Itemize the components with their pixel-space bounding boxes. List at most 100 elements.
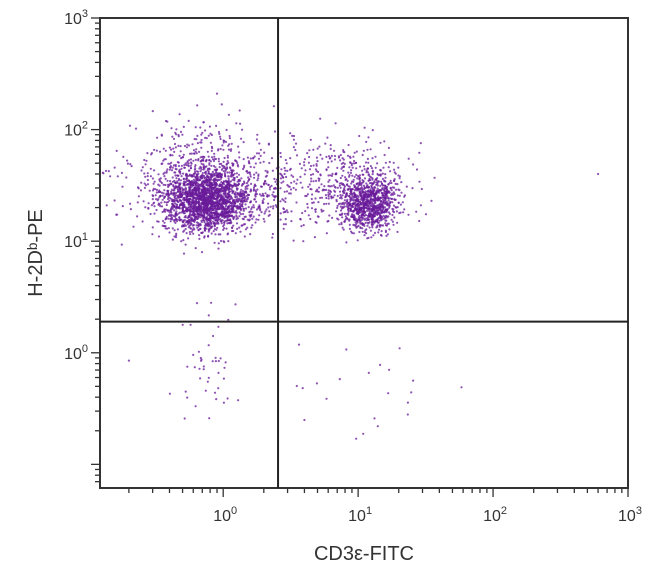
data-point <box>162 192 165 195</box>
data-point <box>195 148 198 151</box>
data-point <box>381 177 384 180</box>
data-point <box>282 223 285 226</box>
data-point <box>309 164 313 168</box>
data-point <box>353 189 356 192</box>
data-point <box>381 209 384 212</box>
data-point <box>349 171 352 174</box>
data-point <box>225 185 228 188</box>
data-point <box>433 176 436 179</box>
data-point <box>335 173 338 176</box>
data-point <box>246 198 249 201</box>
data-point <box>167 162 170 165</box>
data-point <box>201 198 204 201</box>
data-point <box>341 194 344 197</box>
data-point <box>239 199 242 202</box>
data-point <box>295 154 299 157</box>
data-point <box>353 196 357 199</box>
data-point <box>194 164 197 167</box>
data-point <box>362 209 365 212</box>
data-point <box>257 152 261 155</box>
data-point <box>161 162 164 165</box>
data-point <box>175 128 178 131</box>
data-point <box>204 136 207 139</box>
data-point <box>244 190 247 194</box>
data-point <box>387 146 390 149</box>
data-point <box>206 200 209 203</box>
data-point <box>116 175 119 178</box>
data-point <box>220 181 223 184</box>
data-point <box>208 211 211 214</box>
data-point <box>215 228 218 231</box>
data-point <box>224 179 228 182</box>
data-point <box>308 155 311 159</box>
data-point <box>192 152 196 155</box>
data-point <box>146 178 149 182</box>
data-point <box>364 213 368 217</box>
data-point <box>257 177 260 180</box>
data-point <box>215 398 218 401</box>
data-point <box>223 215 226 218</box>
data-point <box>369 148 372 151</box>
data-point <box>153 180 156 183</box>
data-point <box>228 214 231 217</box>
data-point <box>363 203 367 206</box>
data-point <box>152 182 155 185</box>
data-point <box>292 134 296 138</box>
data-point <box>169 153 172 156</box>
data-point <box>155 208 158 212</box>
data-point <box>362 173 365 176</box>
data-point <box>185 146 189 149</box>
data-point <box>388 197 391 200</box>
data-point <box>150 204 153 207</box>
data-point <box>348 223 351 226</box>
data-point <box>244 196 247 199</box>
data-point <box>343 203 346 206</box>
data-point <box>246 226 249 229</box>
data-point <box>203 176 206 179</box>
data-point <box>230 189 234 193</box>
data-point <box>126 159 129 162</box>
data-point <box>247 206 250 209</box>
data-point <box>225 211 228 214</box>
data-point <box>177 164 181 168</box>
data-point <box>258 193 261 196</box>
data-point <box>388 190 391 193</box>
data-point <box>343 220 346 223</box>
data-point <box>188 215 191 218</box>
data-point <box>245 200 248 203</box>
data-point <box>320 210 323 213</box>
data-point <box>342 161 345 164</box>
data-point <box>363 168 366 171</box>
data-point <box>266 171 269 174</box>
data-point <box>127 359 130 362</box>
data-point <box>250 226 253 229</box>
data-point <box>167 209 170 212</box>
data-point <box>386 216 389 219</box>
data-point <box>182 125 185 128</box>
data-point <box>376 204 379 207</box>
data-point <box>378 215 381 218</box>
data-point <box>232 162 235 165</box>
data-point <box>185 191 188 194</box>
data-point <box>183 417 186 420</box>
data-point <box>350 169 353 172</box>
data-point <box>200 205 203 208</box>
data-point <box>367 371 370 374</box>
data-point <box>359 187 362 190</box>
data-point <box>230 171 233 174</box>
data-point <box>171 135 174 138</box>
data-point <box>312 148 315 151</box>
data-point <box>224 140 228 143</box>
data-point <box>293 180 296 183</box>
data-point <box>202 202 206 205</box>
data-point <box>222 148 225 151</box>
data-point <box>187 203 190 206</box>
data-point <box>314 208 317 211</box>
data-point <box>289 192 292 195</box>
data-point <box>285 162 288 165</box>
data-point <box>178 154 181 157</box>
data-point <box>202 157 205 160</box>
data-point <box>210 178 213 181</box>
data-point <box>211 199 214 202</box>
data-point <box>146 175 149 178</box>
